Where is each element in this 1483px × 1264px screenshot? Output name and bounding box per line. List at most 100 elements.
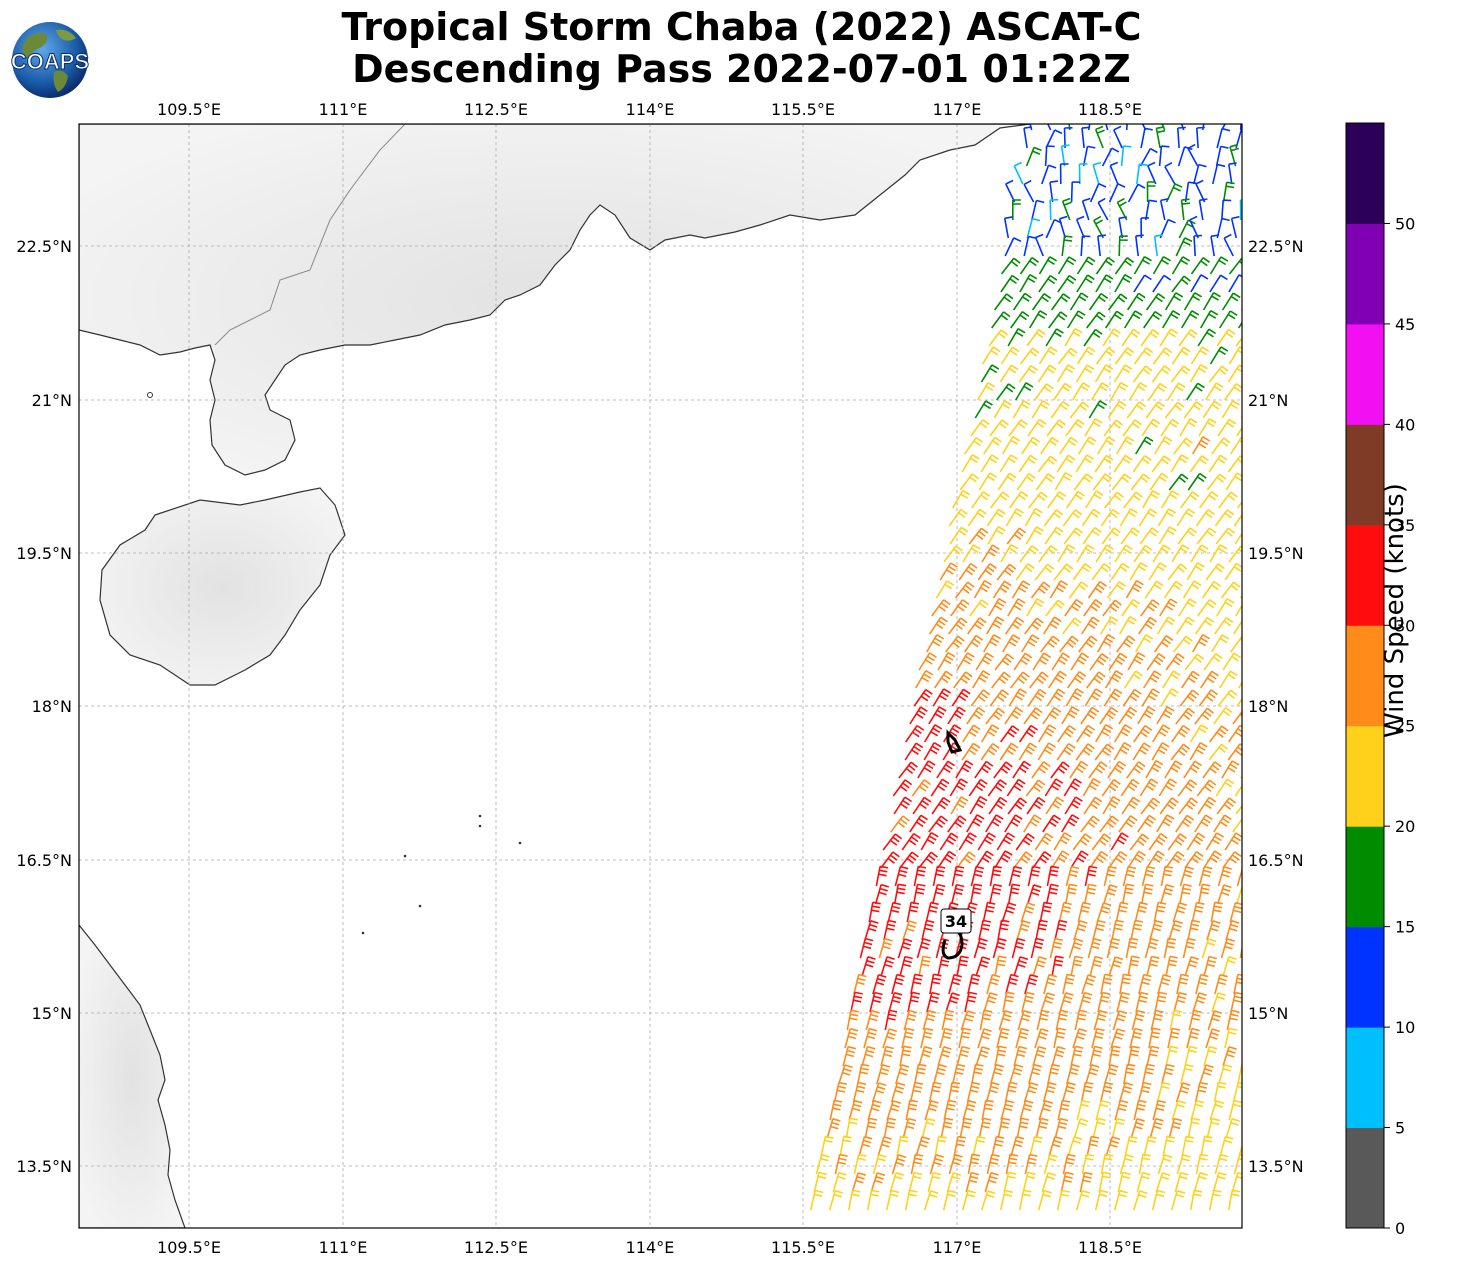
wind-barb [931, 599, 951, 617]
wind-barb [1219, 670, 1238, 689]
wind-barb [1108, 956, 1124, 977]
wind-barb [1205, 832, 1224, 851]
wind-barb [1136, 1171, 1151, 1193]
wind-barb [1000, 257, 1021, 275]
wind-barb [1240, 775, 1242, 779]
wind-barb [859, 937, 874, 959]
wind-barb [880, 956, 895, 977]
wind-barb [864, 920, 879, 941]
wind-barb [1171, 724, 1191, 743]
wind-barb [1133, 1099, 1147, 1121]
wind-barb [1125, 124, 1128, 131]
wind-barb [1209, 1100, 1225, 1121]
wind-barb [1208, 743, 1229, 761]
wind-barb [1154, 635, 1174, 653]
wind-barb [1013, 161, 1024, 185]
wind-barb [967, 973, 981, 995]
wind-barb [1037, 742, 1056, 761]
wind-barb [1177, 779, 1198, 797]
wind-barb [915, 1136, 930, 1157]
wind-barb [1133, 724, 1153, 743]
wind-barb [973, 580, 992, 599]
wind-barb [1192, 634, 1211, 653]
wind-barb [1214, 1153, 1229, 1175]
wind-barb [1159, 598, 1178, 617]
wind-barb [1034, 1028, 1049, 1049]
wind-barb [1239, 594, 1242, 599]
wind-barb [1176, 508, 1196, 527]
wind-barb [901, 1027, 915, 1049]
wind-barb [1152, 544, 1171, 563]
wind-radius-34-contour [946, 729, 963, 754]
wind-barb [1211, 992, 1226, 1013]
wind-barb [880, 851, 900, 869]
wind-barb [1105, 124, 1109, 131]
wind-barb [928, 815, 948, 833]
wind-barb [937, 850, 957, 869]
colorbar-segment [1346, 826, 1384, 928]
wind-barb [1097, 234, 1106, 257]
wind-barb [1228, 257, 1242, 275]
wind-barb [1028, 491, 1048, 509]
lat-labels-right: 22.5°N 21°N 19.5°N 18°N 16.5°N 15°N 13.5… [1248, 237, 1304, 1176]
lon-label: 115.5°E [771, 100, 835, 119]
wind-barb [1152, 724, 1171, 743]
wind-barb [874, 883, 890, 905]
wind-barb [985, 707, 1005, 725]
wind-barb [1190, 724, 1209, 743]
lat-label: 13.5°N [16, 1157, 72, 1176]
wind-barb [1031, 400, 1050, 419]
wind-barb [932, 865, 946, 887]
wind-barb [1124, 310, 1143, 329]
wind-barb [1163, 937, 1177, 959]
wind-barb [1181, 1135, 1195, 1157]
wind-barb [945, 635, 965, 653]
wind-barb [828, 1190, 844, 1211]
wind-barb [1087, 937, 1102, 959]
wind-barb [1069, 401, 1090, 419]
lon-label: 112.5°E [464, 1238, 528, 1257]
wind-barb [1045, 599, 1065, 617]
wind-barb [1207, 1010, 1222, 1031]
wind-barb [896, 1135, 909, 1157]
wind-barb [1091, 833, 1112, 851]
wind-barb [972, 670, 991, 689]
wind-barb [950, 599, 970, 617]
wind-barb [1198, 198, 1208, 221]
wind-barb [909, 1081, 923, 1103]
wind-barb [1060, 1171, 1074, 1193]
wind-barb [964, 436, 984, 455]
wind-barb [930, 778, 950, 797]
wind-barb [1118, 706, 1138, 725]
wind-barb [1073, 1118, 1089, 1139]
wind-barb [980, 1190, 996, 1211]
wind-barb [1054, 472, 1073, 491]
wind-barb [1120, 778, 1140, 797]
wind-barb [1076, 274, 1095, 293]
wind-barb [1224, 832, 1242, 851]
colorbar-tick-label: 0 [1395, 1219, 1405, 1238]
wind-barb [1175, 1082, 1191, 1103]
wind-barb [858, 1135, 873, 1157]
wind-barb [845, 1117, 858, 1139]
wind-barb [870, 1172, 886, 1193]
wind-barb [1056, 742, 1076, 761]
wind-barb [931, 883, 946, 905]
wind-barb [1230, 215, 1240, 239]
wind-barb [1022, 1171, 1036, 1193]
wind-barb [1146, 850, 1165, 869]
wind-barb [1080, 1081, 1094, 1103]
wind-barb [1056, 454, 1076, 473]
wind-barb [1009, 1064, 1024, 1085]
wind-barb [839, 1135, 852, 1157]
title-line-2: Descending Pass 2022-07-01 01:22Z [352, 47, 1131, 91]
wind-barb [1108, 1045, 1121, 1067]
wind-barb [891, 973, 905, 995]
wind-barb [1042, 814, 1061, 833]
wind-barb [1064, 883, 1078, 905]
wind-barb [1095, 274, 1114, 293]
wind-barb [1108, 183, 1126, 203]
wind-barb [1059, 436, 1078, 455]
wind-barb [1199, 491, 1219, 509]
wind-barb [1197, 796, 1217, 815]
